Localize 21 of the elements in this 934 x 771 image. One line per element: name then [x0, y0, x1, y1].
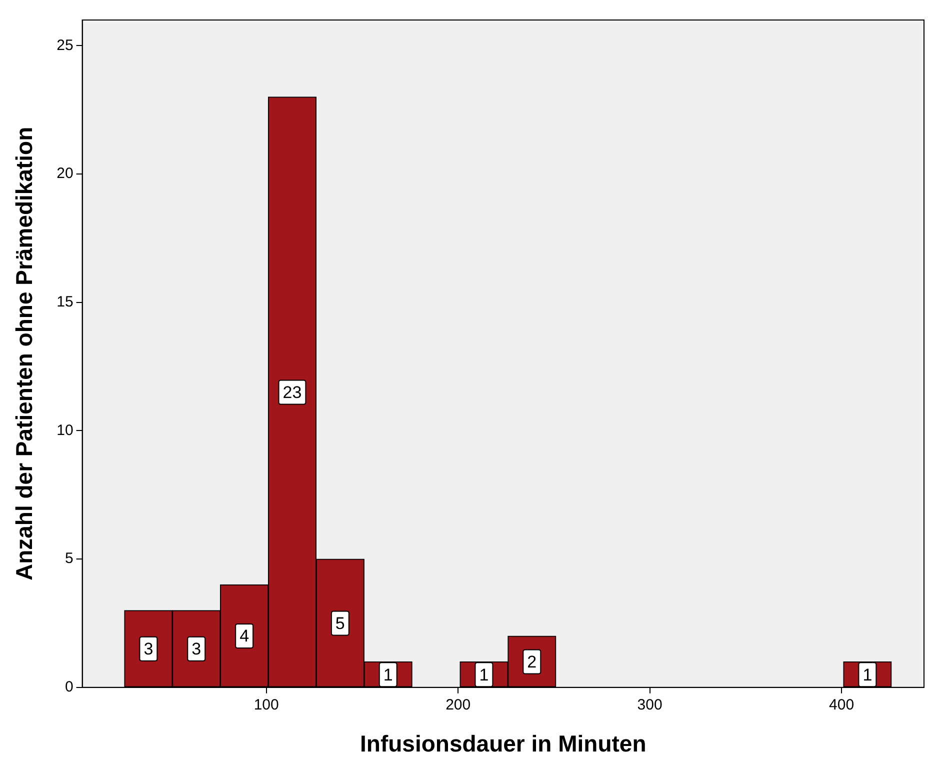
data-label: 23	[282, 382, 302, 402]
data-label: 5	[335, 614, 345, 633]
data-label: 4	[240, 626, 250, 646]
x-tick-label: 200	[446, 696, 471, 714]
y-tick-label: 25	[56, 36, 74, 54]
y-tick-label: 20	[56, 165, 74, 182]
y-tick-label: 10	[56, 422, 74, 439]
data-label: 1	[862, 665, 872, 684]
y-tick-label: 5	[64, 550, 74, 568]
data-label: 1	[479, 665, 489, 684]
y-tick-label: 0	[64, 678, 74, 696]
data-label: 1	[383, 665, 393, 684]
x-tick-label: 300	[637, 696, 662, 714]
y-tick-label: 15	[56, 294, 74, 310]
y-axis-title: Anzahl der Patienten ohne Prämedikation	[11, 126, 38, 581]
x-tick-label: 400	[829, 696, 854, 714]
data-label: 2	[527, 652, 537, 672]
data-label: 3	[192, 640, 202, 659]
data-label: 3	[144, 640, 154, 659]
x-tick-label: 100	[254, 696, 279, 714]
x-axis-title: Infusionsdauer in Minuten	[360, 730, 646, 757]
